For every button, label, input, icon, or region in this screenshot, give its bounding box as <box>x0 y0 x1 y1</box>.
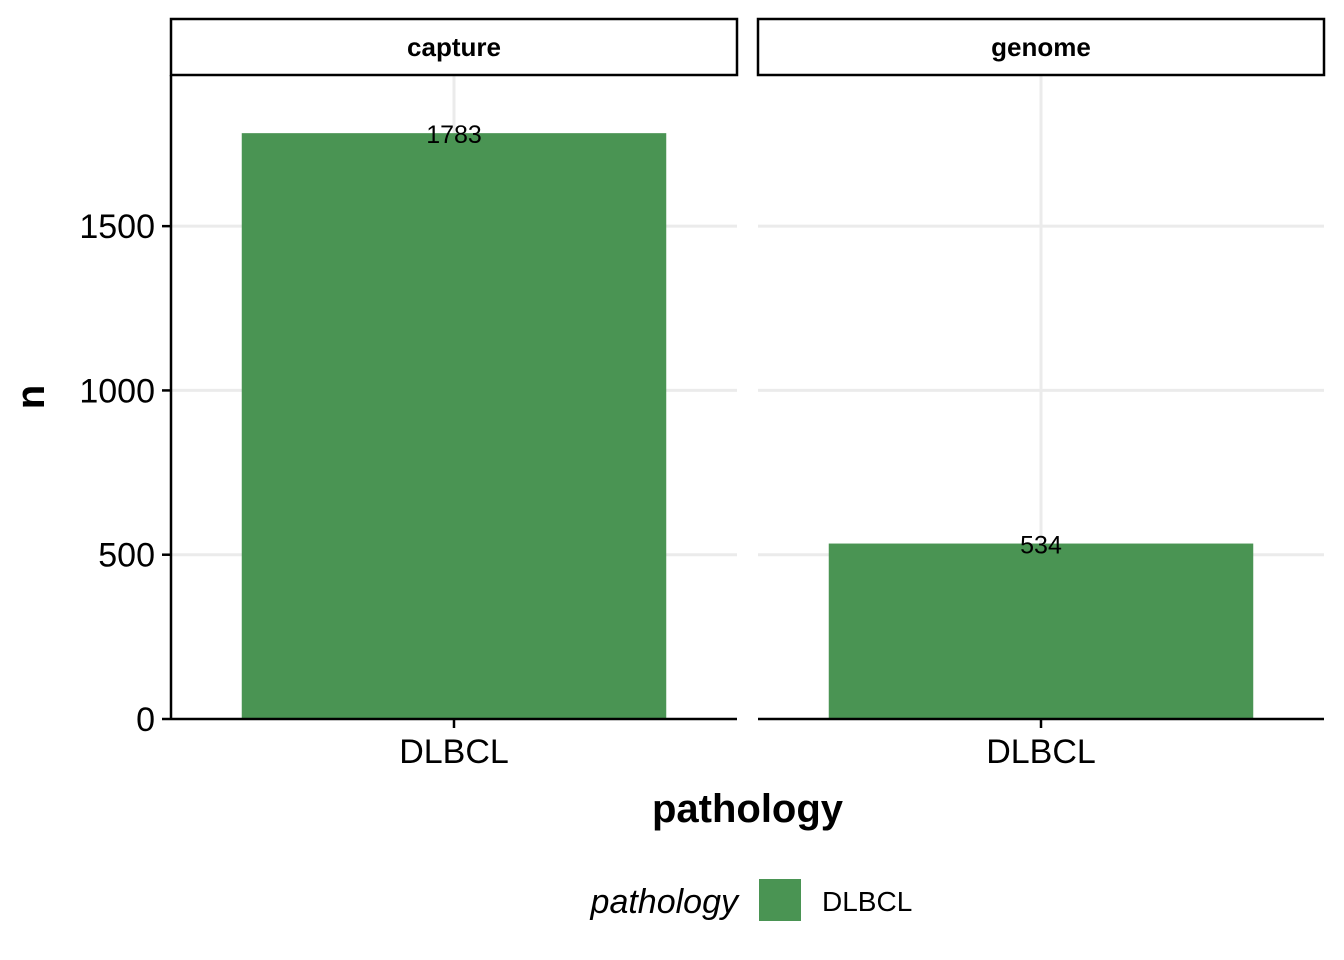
panel-genome: 534 DLBCL genome <box>756 17 1326 771</box>
bar-capture-dlbcl <box>241 133 667 719</box>
data-label-capture: 1783 <box>426 121 482 149</box>
panel-capture: 1783 DLBCL capture <box>169 17 739 771</box>
legend-key-dlbcl <box>759 879 801 921</box>
panels-layer: 1783 DLBCL capture 534 DLBCL genome <box>169 17 1326 771</box>
y-tick-label: 1000 <box>79 372 155 410</box>
facet-strip-label-capture: capture <box>407 32 501 62</box>
y-tick-label: 500 <box>98 537 155 575</box>
y-axis: 0 500 1000 1500 <box>79 75 173 739</box>
data-label-genome: 534 <box>1020 532 1062 560</box>
legend: pathology DLBCL <box>590 879 912 921</box>
bar-genome-dlbcl <box>828 543 1254 719</box>
facet-strip-capture <box>169 17 739 77</box>
x-tick-label-genome: DLBCL <box>986 733 1096 771</box>
y-tick-label: 0 <box>136 701 155 739</box>
legend-title: pathology <box>590 883 740 921</box>
facet-strip-label-genome: genome <box>991 32 1091 62</box>
y-tick-label: 1500 <box>79 208 155 246</box>
facet-strip-genome <box>756 17 1326 77</box>
x-tick-label-capture: DLBCL <box>399 733 509 771</box>
legend-label-dlbcl: DLBCL <box>822 886 912 917</box>
x-axis-title: pathology <box>652 787 844 831</box>
y-axis-title: n <box>9 385 53 409</box>
